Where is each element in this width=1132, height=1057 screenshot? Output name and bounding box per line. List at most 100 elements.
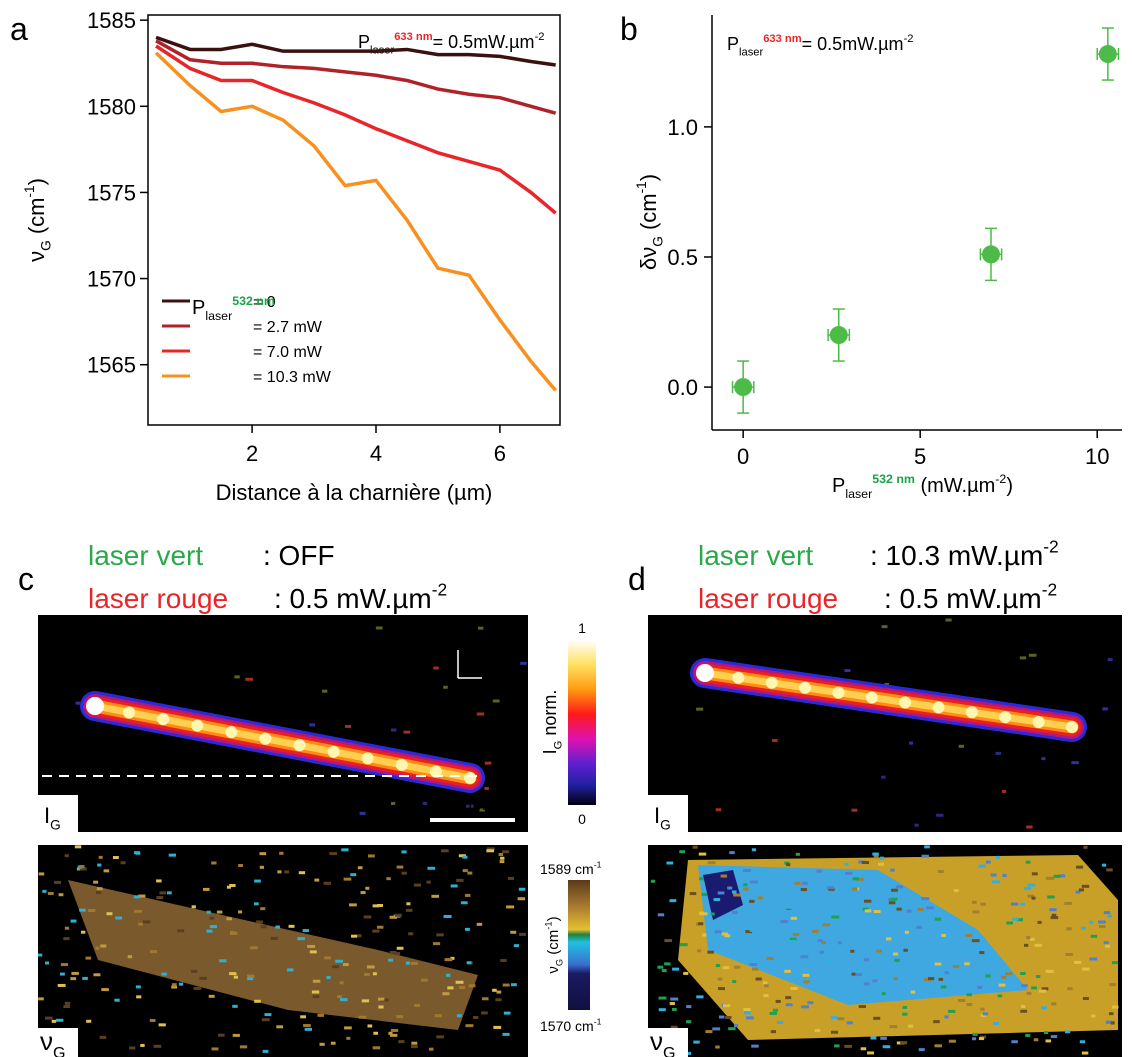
speckle [138, 894, 146, 898]
speckle [750, 880, 758, 884]
speckle [95, 946, 100, 950]
speckle [714, 930, 722, 934]
text-part: -2 [995, 472, 1006, 486]
bead [157, 713, 170, 726]
speckle [159, 891, 166, 895]
speckle [450, 956, 455, 960]
speckle [115, 916, 123, 920]
speckle [81, 930, 86, 934]
speckle [787, 939, 796, 943]
speckle [890, 897, 898, 901]
speckle [878, 862, 884, 866]
speckle [770, 1030, 777, 1034]
speckle [727, 886, 733, 890]
laser-red: laser rouge [88, 583, 228, 614]
colorbar-label: IG norm. [540, 690, 564, 755]
speckle [275, 925, 280, 929]
y-tick-label: 1580 [87, 94, 136, 119]
speckle [698, 852, 707, 856]
speckle [309, 723, 316, 727]
speckle [854, 873, 861, 877]
speckle [916, 925, 923, 929]
speckle [297, 937, 305, 941]
speckle [54, 880, 62, 884]
speckle [150, 950, 158, 954]
speckle [406, 902, 411, 906]
speckle [1026, 936, 1031, 940]
speckle [801, 1005, 810, 1009]
speckle [44, 1016, 53, 1020]
speckle [861, 861, 869, 865]
speckle [1025, 1033, 1031, 1037]
speckle [851, 972, 856, 976]
speckle [426, 880, 431, 884]
speckle [934, 1044, 942, 1048]
speckle [57, 983, 66, 987]
speckle [1026, 825, 1033, 829]
speckle [64, 1001, 71, 1005]
speckle [881, 775, 886, 779]
point [734, 378, 753, 397]
speckle [837, 1017, 845, 1021]
speckle [734, 965, 741, 969]
point [1098, 45, 1117, 64]
speckle [944, 971, 950, 975]
speckle [199, 976, 207, 980]
speckle [413, 883, 422, 887]
speckle [456, 878, 464, 882]
text-part: (cm [545, 930, 562, 959]
speckle [330, 1041, 336, 1045]
speckle [389, 950, 397, 954]
speckle [1020, 1009, 1028, 1013]
speckle [85, 956, 92, 960]
speckle [997, 994, 1003, 998]
speckle [827, 913, 835, 917]
speckle [346, 1036, 351, 1040]
x-tick-label: 5 [914, 444, 926, 469]
speckle [286, 968, 294, 972]
tag: νG [650, 1026, 676, 1057]
speckle [953, 889, 959, 893]
speckle [365, 886, 370, 890]
bead [395, 758, 408, 771]
speckle [944, 1015, 949, 1019]
speckle [856, 877, 864, 881]
text-part: 532 nm [232, 294, 275, 308]
speckle [464, 927, 470, 931]
speckle [422, 801, 428, 805]
text-part: : 0.5 mW.µm [274, 583, 432, 614]
speckle [211, 861, 217, 865]
speckle [743, 1008, 751, 1012]
bead [191, 719, 204, 732]
speckle [1020, 971, 1026, 975]
speckle [389, 915, 398, 919]
speckle [1103, 941, 1109, 945]
speckle [967, 951, 974, 955]
speckle [864, 899, 872, 903]
speckle [322, 689, 328, 693]
panel-label: b [620, 11, 638, 47]
speckle [881, 625, 888, 629]
line-series [155, 35, 556, 67]
bead [765, 676, 778, 689]
speckle [279, 851, 284, 855]
speckle [484, 786, 489, 790]
speckle [686, 1020, 692, 1024]
text-part: G [663, 1044, 676, 1057]
speckle [191, 969, 198, 973]
speckle [93, 973, 101, 977]
speckle [134, 909, 143, 913]
speckle [153, 1044, 162, 1048]
speckle [1082, 997, 1089, 1001]
speckle [1011, 1040, 1018, 1044]
speckle [890, 868, 895, 872]
text-part: -1 [22, 185, 37, 197]
speckle [101, 988, 109, 992]
speckle [1031, 896, 1036, 900]
speckle [47, 891, 54, 895]
speckle [700, 912, 708, 916]
speckle [771, 739, 778, 743]
speckle [127, 955, 133, 959]
speckle [51, 1019, 57, 1023]
